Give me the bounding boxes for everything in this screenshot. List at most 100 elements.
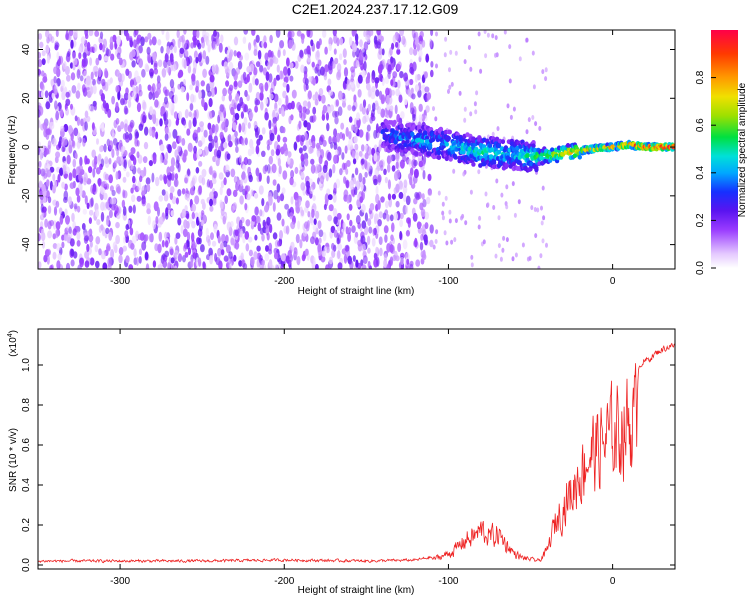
spectrogram-signal-cell: [471, 162, 476, 167]
spectrogram-noise-cell: [208, 97, 213, 108]
spectrogram-noise-cell: [168, 90, 174, 100]
spectrogram-noise-cell: [244, 104, 248, 113]
spectrogram-noise-cell: [226, 188, 232, 197]
spectrogram-noise-cell: [38, 102, 42, 110]
spectrogram-noise-cell: [412, 212, 418, 222]
spectrogram-noise-cell: [544, 76, 548, 82]
spectrogram-noise-cell: [230, 106, 235, 116]
spectrogram-noise-cell: [328, 204, 334, 212]
spectrogram-noise-cell: [375, 246, 379, 254]
spectrogram-noise-cell: [395, 151, 400, 162]
spectrogram-noise-cell: [469, 189, 473, 195]
spectrogram-signal-cell: [422, 130, 428, 136]
spectrogram-noise-cell: [497, 215, 501, 221]
spectrogram-noise-cell: [42, 76, 48, 83]
spectrogram-noise-cell: [138, 45, 143, 54]
spectrogram-noise-cell: [206, 40, 212, 48]
spectrogram-noise-cell: [58, 140, 62, 149]
spectrogram-noise-cell: [505, 204, 509, 210]
spectrogram-noise-cell: [250, 256, 255, 266]
spectrogram-noise-cell: [248, 174, 253, 183]
spectrogram-noise-cell: [192, 67, 197, 75]
spectrogram-noise-cell: [390, 79, 394, 86]
spectrogram-noise-cell: [185, 50, 189, 57]
spectrogram-noise-cell: [397, 242, 401, 252]
spectrogram-noise-cell: [181, 137, 186, 146]
spectrogram-noise-cell: [47, 230, 53, 239]
spectrogram-noise-cell: [284, 203, 289, 210]
spectrogram-noise-cell: [177, 145, 182, 152]
colorbar-tick-label: 0.2: [695, 213, 706, 227]
spectrogram-noise-cell: [151, 83, 156, 93]
spectrogram-noise-cell: [256, 245, 261, 252]
colorbar-tick-label: 0.8: [695, 70, 706, 84]
spectrogram-noise-cell: [291, 89, 297, 99]
spectrogram-noise-cell: [545, 242, 548, 248]
spectrogram-noise-cell: [102, 180, 108, 187]
spectrogram-noise-cell: [277, 240, 282, 247]
spectrogram-noise-cell: [532, 84, 536, 90]
spectrogram-noise-cell: [495, 178, 499, 184]
spectrogram-noise-cell: [375, 89, 380, 97]
spectrogram-noise-cell: [253, 120, 258, 129]
spectrogram-noise-cell: [277, 157, 281, 167]
spectrogram-noise-cell: [128, 205, 133, 213]
spectrogram-noise-cell: [248, 111, 254, 120]
spectrogram-noise-cell: [268, 195, 273, 206]
spectrogram-noise-cell: [191, 203, 197, 212]
spectrogram-noise-cell: [148, 233, 154, 243]
spectrogram-noise-cell: [317, 220, 322, 230]
spectrogram-noise-cell: [108, 231, 113, 241]
spectrogram-noise-cell: [68, 125, 73, 135]
spectrogram-noise-cell: [429, 224, 434, 234]
spectrogram-noise-cell: [332, 30, 337, 37]
spectrogram-noise-cell: [174, 173, 179, 180]
spectrogram-noise-cell: [319, 66, 325, 76]
spectrogram-noise-cell: [136, 102, 142, 113]
spectrogram-noise-cell: [79, 156, 83, 167]
spectrogram-noise-cell: [95, 209, 100, 218]
spectrogram-noise-cell: [448, 84, 452, 90]
spectrogram-noise-cell: [405, 195, 411, 206]
spectrogram-noise-cell: [390, 234, 394, 242]
spectrogram-noise-cell: [239, 230, 244, 239]
spectrogram-noise-cell: [421, 84, 426, 94]
spectrogram-noise-cell: [296, 255, 301, 266]
spectrogram-signal-cell: [474, 146, 479, 152]
spectrogram-noise-cell: [422, 199, 427, 208]
spectrogram-noise-cell: [450, 81, 454, 87]
spectrogram-noise-cell: [331, 249, 336, 258]
spectrogram-noise-cell: [125, 87, 129, 95]
spectrogram-noise-cell: [78, 51, 82, 60]
spectrogram-noise-cell: [400, 111, 405, 120]
spectrogram-noise-cell: [304, 78, 309, 86]
spectrogram-noise-cell: [311, 208, 315, 218]
spectrogram-noise-cell: [49, 219, 54, 227]
spectrogram-noise-cell: [265, 245, 269, 252]
spectrogram-noise-cell: [128, 264, 134, 269]
spectrogram-noise-cell: [354, 33, 359, 42]
spectrogram-noise-cell: [407, 89, 412, 97]
spectrogram-noise-cell: [429, 239, 434, 248]
spectrogram-noise-cell: [60, 137, 66, 148]
spectrogram-noise-cell: [213, 172, 217, 179]
spectrogram-noise-cell: [418, 40, 423, 51]
spectrogram-noise-cell: [100, 211, 105, 222]
spectrogram-noise-cell: [90, 71, 94, 81]
spectrogram-noise-cell: [207, 90, 212, 97]
spectrogram-noise-cell: [149, 39, 153, 46]
spectrogram-noise-cell: [542, 215, 546, 221]
spectrogram-noise-cell: [122, 189, 126, 199]
spectrogram-noise-cell: [143, 141, 149, 150]
spectrogram-noise-cell: [304, 248, 309, 256]
spectrogram-noise-cell: [359, 39, 363, 48]
spectrogram-noise-cell: [299, 110, 303, 119]
spectrogram-noise-cell: [85, 33, 89, 40]
spectrogram-noise-cell: [392, 71, 398, 79]
spectrogram-noise-cell: [165, 110, 169, 119]
spectrogram-noise-cell: [424, 211, 430, 220]
spectrogram-noise-cell: [272, 232, 278, 240]
spectrogram-noise-cell: [273, 77, 277, 87]
spectrogram-noise-cell: [106, 243, 111, 251]
spectrogram-noise-cell: [262, 219, 266, 227]
